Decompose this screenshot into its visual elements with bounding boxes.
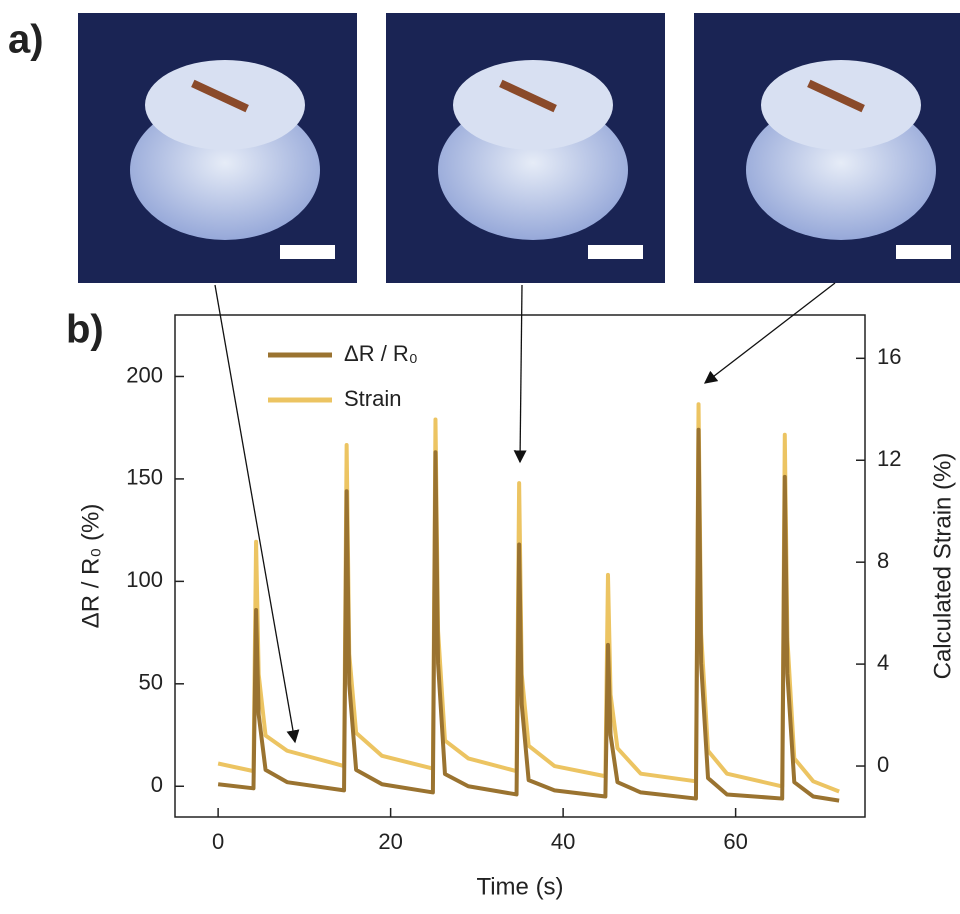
y2-tick-label: 12 [877, 446, 901, 471]
y-tick-label: 200 [126, 362, 163, 387]
x-axis-label: Time (s) [476, 873, 563, 900]
y2-tick-label: 4 [877, 650, 889, 675]
y-tick-label: 0 [151, 772, 163, 797]
y2-tick-label: 8 [877, 548, 889, 573]
photo [386, 13, 665, 283]
data-line [217, 427, 840, 803]
legend-label: Strain [344, 386, 401, 411]
y-tick-label: 100 [126, 567, 163, 592]
y-axis-label: ΔR / R₀ (%) [77, 504, 104, 629]
x-tick-label: 40 [551, 829, 575, 854]
y2-tick-label: 0 [877, 752, 889, 777]
legend-label: ΔR / R₀ [344, 341, 418, 366]
plot: 0 20 40 60 0 50 100 150 200 0 4 8 12 16 ΔR / R₀ Strain [126, 341, 901, 854]
photo [78, 13, 357, 283]
y2-tick-label: 16 [877, 344, 901, 369]
panel-label: a) [8, 18, 44, 62]
data-line [217, 402, 840, 794]
x-tick-label: 60 [723, 829, 747, 854]
x-tick-label: 0 [212, 829, 224, 854]
arrows [214, 282, 836, 744]
y-tick-label: 150 [126, 465, 163, 490]
photo [694, 13, 960, 283]
y-tick-label: 50 [139, 670, 163, 695]
y2-axis-label: Calculated Strain (%) [929, 453, 956, 680]
plot-frame [174, 314, 866, 818]
panel-label: b) [66, 308, 104, 352]
x-tick-label: 20 [378, 829, 402, 854]
photos [78, 13, 960, 283]
